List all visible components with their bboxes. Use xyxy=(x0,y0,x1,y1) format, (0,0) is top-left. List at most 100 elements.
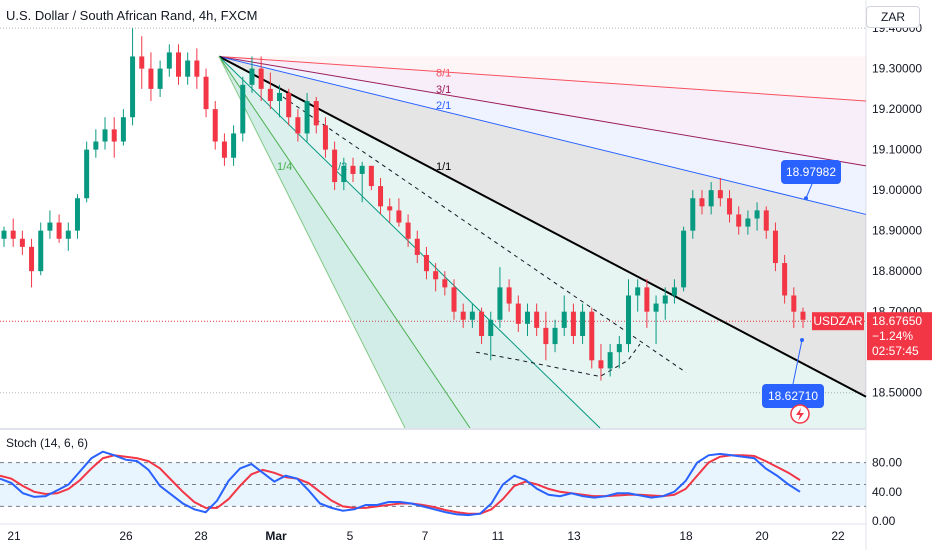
candle xyxy=(414,230,420,264)
time-tick-label: 13 xyxy=(567,529,581,543)
candle xyxy=(231,125,237,166)
candle-body xyxy=(277,92,283,102)
stoch-tick-label: 0.00 xyxy=(872,514,896,528)
callout-anchor xyxy=(804,196,808,201)
candle-body xyxy=(690,198,696,231)
candle xyxy=(313,96,319,134)
candle xyxy=(396,198,402,227)
candle xyxy=(681,226,687,292)
candle xyxy=(561,295,567,336)
candle-body xyxy=(469,311,475,320)
candle-body xyxy=(561,311,567,328)
candle-body xyxy=(378,186,384,207)
gann-fan-label: 1/1 xyxy=(436,161,451,173)
gann-fan-line xyxy=(218,56,471,429)
candle xyxy=(19,230,25,255)
candle-body xyxy=(175,52,181,77)
candle-body xyxy=(681,230,687,288)
gann-fan-line xyxy=(218,56,406,429)
candle-body xyxy=(497,287,503,320)
candle-body xyxy=(194,60,200,77)
candle-body xyxy=(148,68,154,89)
price-tick-label: 18.90000 xyxy=(872,224,922,238)
gann-fan-line xyxy=(218,55,867,398)
candle xyxy=(258,56,264,102)
time-tick-label: 26 xyxy=(119,529,133,543)
candle xyxy=(194,48,200,89)
candle xyxy=(488,311,494,361)
gann-fan-label: 1/4 xyxy=(277,161,292,173)
price-tick-label: 19.20000 xyxy=(872,102,922,116)
time-tick-label: 28 xyxy=(194,529,208,543)
candle-body xyxy=(451,287,457,312)
candle-body xyxy=(479,311,485,336)
candle-body xyxy=(203,76,209,110)
candle-body xyxy=(671,287,677,296)
candle-body xyxy=(47,222,53,231)
candle-body xyxy=(396,210,402,223)
candle xyxy=(800,307,806,328)
candle-body xyxy=(782,263,788,296)
time-tick-label: 5 xyxy=(347,529,354,543)
candle xyxy=(727,190,733,223)
candle-body xyxy=(166,52,172,69)
candle-body xyxy=(506,287,512,304)
candle-body xyxy=(350,165,356,174)
last-price-box xyxy=(867,312,932,361)
time-tick-label: 7 xyxy=(422,529,429,543)
candle-body xyxy=(598,360,604,369)
candle xyxy=(791,287,797,328)
candle-body xyxy=(616,344,622,353)
candle-body xyxy=(717,190,723,199)
candle xyxy=(84,141,90,203)
candle-body xyxy=(405,222,411,239)
callout-box-lower xyxy=(762,384,824,408)
candle xyxy=(598,344,604,381)
candle xyxy=(175,44,181,85)
candle-body xyxy=(267,88,273,102)
callout-connector xyxy=(805,183,813,199)
candle-body xyxy=(212,109,218,142)
gann-fan-line xyxy=(218,55,867,102)
stochastic-label: Stoch (14, 6, 6) xyxy=(6,436,89,450)
candle xyxy=(469,303,475,328)
candle-body xyxy=(258,68,264,89)
candle-body xyxy=(534,311,540,328)
candle-body xyxy=(515,303,521,324)
candle xyxy=(350,157,356,183)
candle-body xyxy=(736,214,742,227)
candle xyxy=(616,335,622,369)
candle-body xyxy=(65,230,71,239)
candle xyxy=(479,307,485,345)
panel-divider xyxy=(0,428,866,430)
candle xyxy=(589,307,595,369)
time-tick-label: Mar xyxy=(265,529,287,543)
candle xyxy=(322,117,328,158)
candle xyxy=(212,101,218,150)
candle-body xyxy=(368,165,374,187)
time-tick-label: 18 xyxy=(679,529,693,543)
callout-upper-value: 18.97982 xyxy=(786,165,836,179)
candle xyxy=(56,214,62,243)
candle-body xyxy=(580,311,586,336)
candle-body xyxy=(74,198,80,231)
price-tick-label: 18.50000 xyxy=(872,386,922,400)
candle xyxy=(433,263,439,292)
candle xyxy=(304,92,310,142)
currency-selector[interactable]: ZAR xyxy=(866,6,920,28)
symbol-badge xyxy=(812,312,864,331)
candle xyxy=(286,88,292,126)
time-tick-label: 21 xyxy=(7,529,21,543)
candle-body xyxy=(708,190,714,207)
candle xyxy=(111,117,117,158)
candle-body xyxy=(93,141,99,150)
last-price-value: 18.67650 xyxy=(872,314,922,328)
candle xyxy=(690,190,696,239)
candle-body xyxy=(387,206,393,211)
candle-body xyxy=(772,230,778,264)
candle xyxy=(359,161,365,203)
lightning-icon xyxy=(796,408,804,421)
candle-body xyxy=(543,327,549,345)
candle-body xyxy=(1,230,7,239)
